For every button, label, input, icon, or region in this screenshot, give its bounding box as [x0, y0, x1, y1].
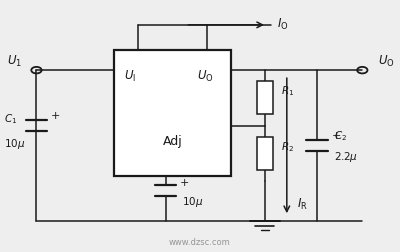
Text: www.dzsc.com: www.dzsc.com [168, 237, 230, 246]
Text: $I_{\rm R}$: $I_{\rm R}$ [297, 196, 308, 211]
Text: +: + [180, 177, 189, 187]
Text: $R_{\rm 2}$: $R_{\rm 2}$ [281, 139, 294, 153]
Text: $I_{\rm O}$: $I_{\rm O}$ [277, 17, 288, 32]
Text: Adj: Adj [163, 135, 182, 147]
Bar [114, 51, 231, 176]
Text: $U_{\rm O}$: $U_{\rm O}$ [378, 53, 395, 68]
Text: $U_{\rm O}$: $U_{\rm O}$ [198, 68, 214, 83]
Text: $C_{\rm 2}$: $C_{\rm 2}$ [334, 129, 346, 143]
Text: $R_{\rm 1}$: $R_{\rm 1}$ [281, 84, 294, 98]
Text: $U_{\rm I}$: $U_{\rm I}$ [124, 68, 136, 83]
Text: $C_{\rm 1}$: $C_{\rm 1}$ [4, 112, 17, 125]
Text: $2.2\mu$: $2.2\mu$ [334, 149, 358, 163]
Text: $10\mu$: $10\mu$ [182, 194, 203, 208]
Text: +: + [332, 131, 341, 141]
Bar [258, 137, 272, 170]
Bar [258, 82, 272, 115]
Text: $10\mu$: $10\mu$ [4, 137, 25, 150]
Text: $U_{\rm 1}$: $U_{\rm 1}$ [7, 53, 22, 68]
Text: +: + [51, 110, 60, 120]
